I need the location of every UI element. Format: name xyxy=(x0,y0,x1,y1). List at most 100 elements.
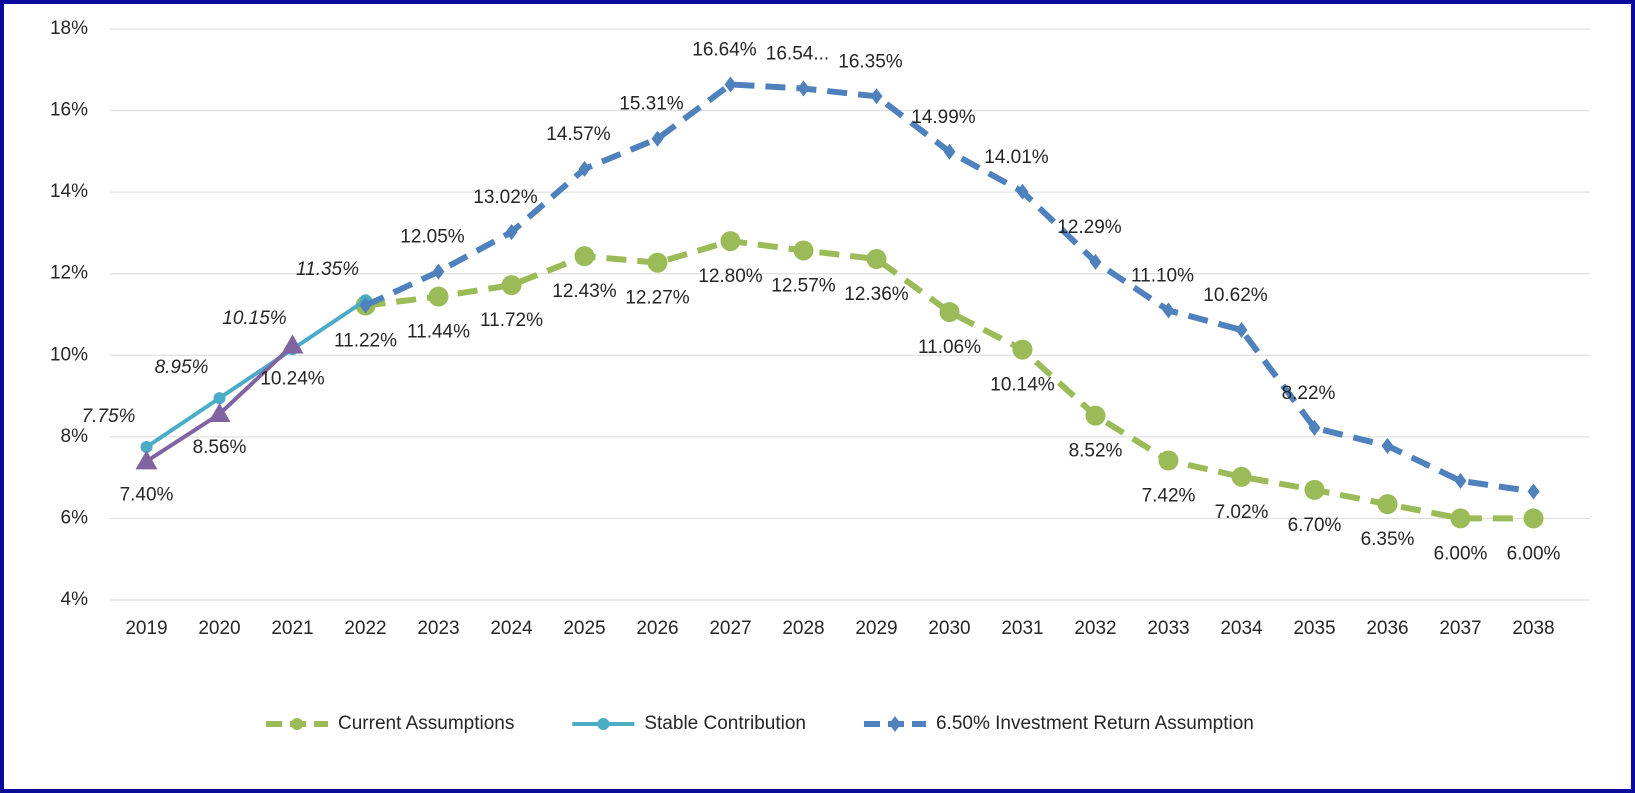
data-label: 11.72% xyxy=(480,310,543,331)
data-label: 12.57% xyxy=(771,275,836,296)
marker xyxy=(1304,479,1325,500)
marker xyxy=(866,249,887,270)
marker xyxy=(140,441,153,454)
x-tick-label: 2038 xyxy=(1512,618,1554,639)
marker xyxy=(1527,483,1540,500)
data-label: 6.00% xyxy=(1507,543,1561,564)
y-tick-label: 6% xyxy=(61,507,89,528)
data-label: 8.22% xyxy=(1282,383,1336,404)
marker xyxy=(1381,437,1394,454)
data-label: 12.29% xyxy=(1057,217,1122,238)
chart: 4% 6% 8% 10% 12% 14% 16% 18% 2019 2020 2021 2022 202… xyxy=(50,18,1590,734)
x-tick-label: 2019 xyxy=(125,618,167,639)
y-tick-label: 4% xyxy=(61,589,89,610)
x-tick-label: 2025 xyxy=(563,618,605,639)
marker xyxy=(1235,321,1248,338)
marker xyxy=(208,403,231,423)
y-tick-label: 10% xyxy=(50,344,88,365)
data-label: 13.02% xyxy=(473,187,538,208)
x-tick-label: 2027 xyxy=(709,618,751,639)
x-tick-label: 2036 xyxy=(1366,618,1408,639)
data-label: 12.36% xyxy=(844,284,909,305)
marker xyxy=(943,143,956,160)
legend-marker xyxy=(291,718,303,730)
data-label: 12.80% xyxy=(698,266,763,287)
marker xyxy=(1231,466,1252,487)
marker xyxy=(793,240,814,261)
data-label: 6.35% xyxy=(1361,529,1415,550)
marker xyxy=(939,302,960,323)
data-label: 10.14% xyxy=(990,375,1055,396)
marker xyxy=(797,80,810,97)
marker xyxy=(1454,472,1467,489)
data-label: 12.43% xyxy=(552,281,617,302)
series-line xyxy=(365,238,1534,522)
data-label: 8.52% xyxy=(1069,441,1123,462)
marker xyxy=(1450,508,1471,529)
x-tick-label: 2037 xyxy=(1439,618,1481,639)
x-tick-label: 2021 xyxy=(271,618,313,639)
y-tick-label: 18% xyxy=(50,18,88,39)
x-tick-label: 2022 xyxy=(344,618,386,639)
data-label: 11.06% xyxy=(918,337,981,358)
legend-label: 6.50% Investment Return Assumption xyxy=(936,713,1254,734)
data-label: 16.54... xyxy=(766,44,829,65)
data-label: 6.70% xyxy=(1288,515,1342,536)
marker xyxy=(1085,405,1106,426)
data-label: 7.40% xyxy=(120,484,174,505)
data-label: 15.31% xyxy=(619,94,684,115)
marker xyxy=(574,246,595,267)
marker xyxy=(724,76,737,93)
marker xyxy=(1016,183,1029,200)
y-tick-label: 16% xyxy=(50,100,88,121)
data-label: 14.01% xyxy=(984,147,1049,168)
marker xyxy=(501,275,522,296)
series-line xyxy=(145,298,367,449)
marker xyxy=(1308,419,1321,436)
legend-label: Current Assumptions xyxy=(338,713,514,734)
marker xyxy=(1377,494,1398,515)
marker xyxy=(432,263,445,280)
marker xyxy=(578,160,591,177)
marker xyxy=(281,334,304,354)
y-tick-label: 8% xyxy=(61,426,89,447)
y-tick-label: 12% xyxy=(50,263,88,284)
data-label: 10.62% xyxy=(1203,285,1268,306)
data-label: 8.56% xyxy=(193,437,247,458)
marker xyxy=(1523,508,1544,529)
data-label: 8.95% xyxy=(155,357,209,378)
marker xyxy=(1012,339,1033,360)
data-label: 10.15% xyxy=(222,308,287,329)
x-tick-label: 2034 xyxy=(1220,618,1263,639)
legend-label: Stable Contribution xyxy=(644,713,806,734)
marker xyxy=(428,286,449,307)
data-label: 7.75% xyxy=(82,406,136,427)
marker xyxy=(651,130,664,147)
marker xyxy=(1158,450,1179,471)
marker xyxy=(647,252,668,273)
legend-marker xyxy=(597,718,610,730)
legend-marker xyxy=(888,716,901,732)
x-tick-label: 2035 xyxy=(1293,618,1335,639)
marker xyxy=(135,450,158,470)
data-label: 7.02% xyxy=(1215,502,1269,523)
x-tick-label: 2030 xyxy=(928,618,970,639)
data-label: 11.22% xyxy=(334,331,397,352)
marker xyxy=(359,297,372,314)
data-label: 12.27% xyxy=(625,288,690,309)
marker xyxy=(505,224,518,241)
x-tick-label: 2024 xyxy=(490,618,533,639)
x-tick-label: 2031 xyxy=(1001,618,1043,639)
data-label: 11.44% xyxy=(407,322,470,343)
x-tick-label: 2032 xyxy=(1074,618,1116,639)
x-tick-label: 2026 xyxy=(636,618,678,639)
data-label: 11.10% xyxy=(1131,265,1194,286)
data-label: 16.35% xyxy=(838,51,903,72)
x-tick-label: 2020 xyxy=(198,618,240,639)
data-label: 12.05% xyxy=(400,227,465,248)
x-tick-label: 2029 xyxy=(855,618,897,639)
x-tick-label: 2023 xyxy=(417,618,459,639)
data-label: 10.24% xyxy=(260,369,325,390)
data-label: 7.42% xyxy=(1142,486,1196,507)
